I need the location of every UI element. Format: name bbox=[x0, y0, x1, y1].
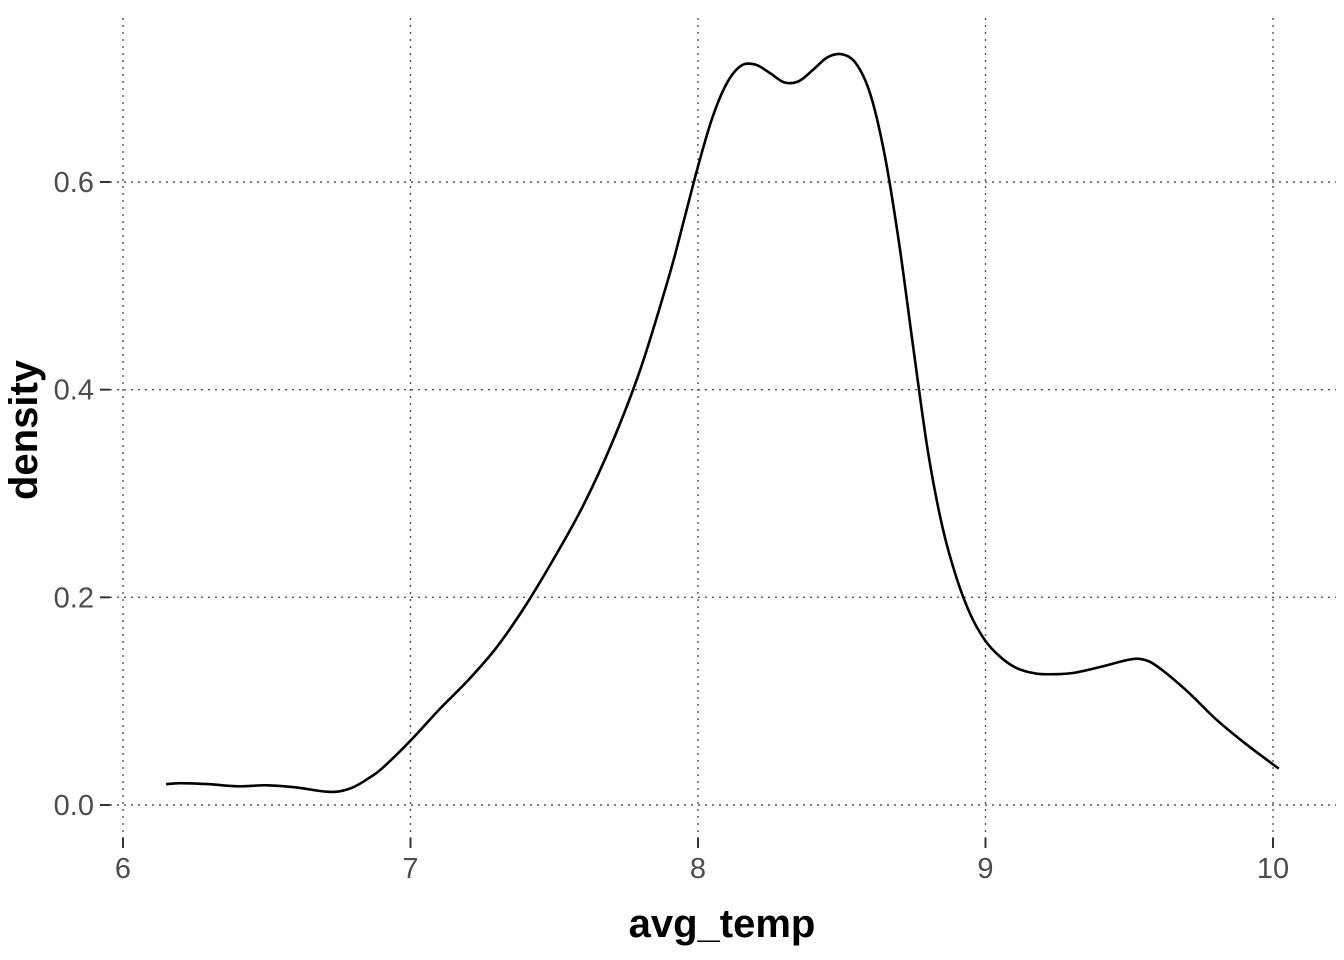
y-tick-label: 0.4 bbox=[54, 375, 94, 407]
x-tick-label: 6 bbox=[115, 853, 131, 885]
y-tick-label: 0.2 bbox=[54, 582, 94, 614]
x-tick-label: 10 bbox=[1257, 853, 1289, 885]
y-tick-label: 0.6 bbox=[54, 167, 94, 199]
density-line bbox=[166, 52, 1280, 794]
y-tick-labels: 0.0 0.2 0.4 0.6 bbox=[54, 167, 94, 822]
x-tick-label: 8 bbox=[690, 853, 706, 885]
x-axis-title: avg_temp bbox=[629, 902, 816, 946]
axis-ticks bbox=[100, 181, 1274, 848]
y-axis-title: density bbox=[2, 359, 46, 500]
density-series bbox=[166, 52, 1280, 794]
x-tick-label: 7 bbox=[402, 853, 418, 885]
x-tick-label: 9 bbox=[977, 853, 993, 885]
x-tick-labels: 6 7 8 9 10 bbox=[115, 853, 1289, 885]
gridlines bbox=[110, 18, 1336, 838]
y-tick-label: 0.0 bbox=[54, 790, 94, 822]
